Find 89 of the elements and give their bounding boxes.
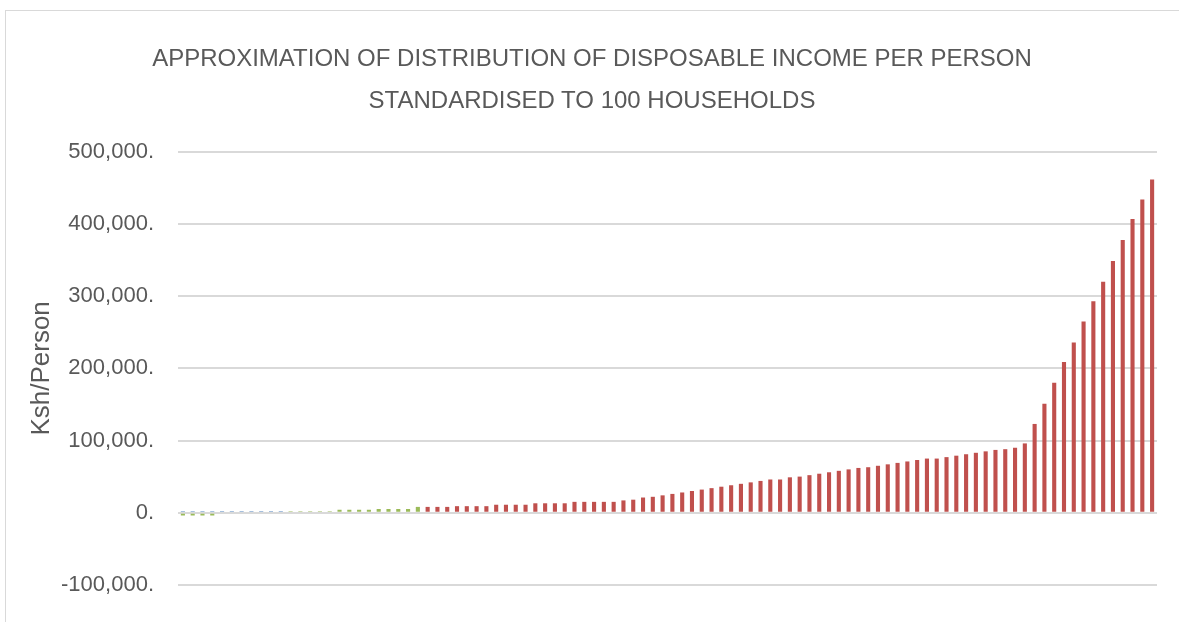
bar (1130, 219, 1135, 512)
bar (484, 506, 489, 512)
bar (1032, 423, 1037, 512)
bar (758, 480, 763, 512)
bar (680, 492, 685, 512)
bar (817, 473, 822, 512)
bar (895, 462, 900, 512)
bar (915, 460, 920, 512)
bar (719, 486, 724, 512)
bar (944, 457, 949, 512)
bar (494, 504, 499, 512)
bar (533, 503, 538, 512)
bar (807, 475, 812, 512)
bar (1061, 361, 1067, 512)
bar (406, 509, 411, 512)
y-tick-label: -100,000. (61, 570, 154, 596)
bar (650, 496, 655, 512)
bar (964, 454, 969, 512)
bar (454, 506, 460, 512)
bar (954, 455, 959, 512)
bar (523, 504, 528, 512)
bar (660, 495, 665, 512)
bar (425, 506, 430, 512)
bar (1140, 199, 1145, 512)
bar (787, 477, 792, 512)
bar (983, 451, 988, 512)
bar (572, 501, 577, 512)
bar (621, 500, 626, 512)
y-axis-title: Ksh/Person (24, 301, 55, 436)
bar (640, 497, 646, 512)
bar (1081, 321, 1086, 512)
bar (778, 479, 783, 512)
bar (543, 503, 548, 512)
bar (699, 489, 704, 512)
bar (601, 501, 606, 512)
bar (1003, 449, 1008, 512)
y-tick-label: 400,000. (68, 210, 154, 236)
bar (1101, 281, 1106, 512)
y-tick-label: 0. (135, 498, 154, 524)
bar (1012, 447, 1018, 512)
bar (386, 509, 391, 512)
bar (1071, 342, 1076, 512)
bar (768, 479, 773, 512)
y-tick-label: 100,000. (68, 426, 154, 452)
bar (875, 465, 881, 512)
bar (729, 485, 734, 512)
bar (797, 476, 802, 512)
bar (866, 467, 871, 512)
y-tick-label: 200,000. (68, 354, 154, 380)
bar (1150, 179, 1155, 512)
bar (846, 469, 851, 512)
bar (474, 506, 479, 512)
bar (1110, 260, 1115, 512)
bar (993, 449, 998, 512)
bar (611, 501, 616, 512)
chart-title: APPROXIMATION OF DISTRIBUTION OF DISPOSABLE INCOME PER PERSON STANDARDISED TO 100 HOUSEHOLDS (151, 43, 1033, 115)
y-tick-label: 500,000. (68, 138, 154, 164)
bar (973, 452, 978, 512)
bar (503, 504, 509, 512)
bar (415, 506, 420, 512)
bar (856, 467, 861, 512)
bar (670, 493, 675, 512)
bar (885, 464, 890, 512)
bar (464, 506, 469, 512)
bar (582, 501, 587, 512)
bar (1022, 443, 1027, 512)
bar (1091, 301, 1096, 512)
bar (836, 470, 841, 512)
bar (934, 458, 939, 512)
bar (592, 501, 597, 512)
bar (748, 482, 753, 512)
bar (1052, 382, 1057, 512)
bar (1120, 240, 1125, 512)
bar (826, 472, 832, 512)
bar (1042, 403, 1047, 512)
bar (738, 483, 743, 512)
bar (376, 509, 381, 512)
bar (562, 503, 567, 512)
y-tick-label: 300,000. (68, 282, 154, 308)
bar (689, 491, 695, 512)
bar (396, 509, 401, 512)
bar (552, 503, 557, 512)
bar (631, 499, 636, 512)
bar (513, 504, 518, 512)
bar (435, 506, 440, 512)
bar (905, 461, 910, 512)
bar (445, 506, 450, 512)
bar (924, 458, 929, 512)
bar (709, 488, 714, 512)
